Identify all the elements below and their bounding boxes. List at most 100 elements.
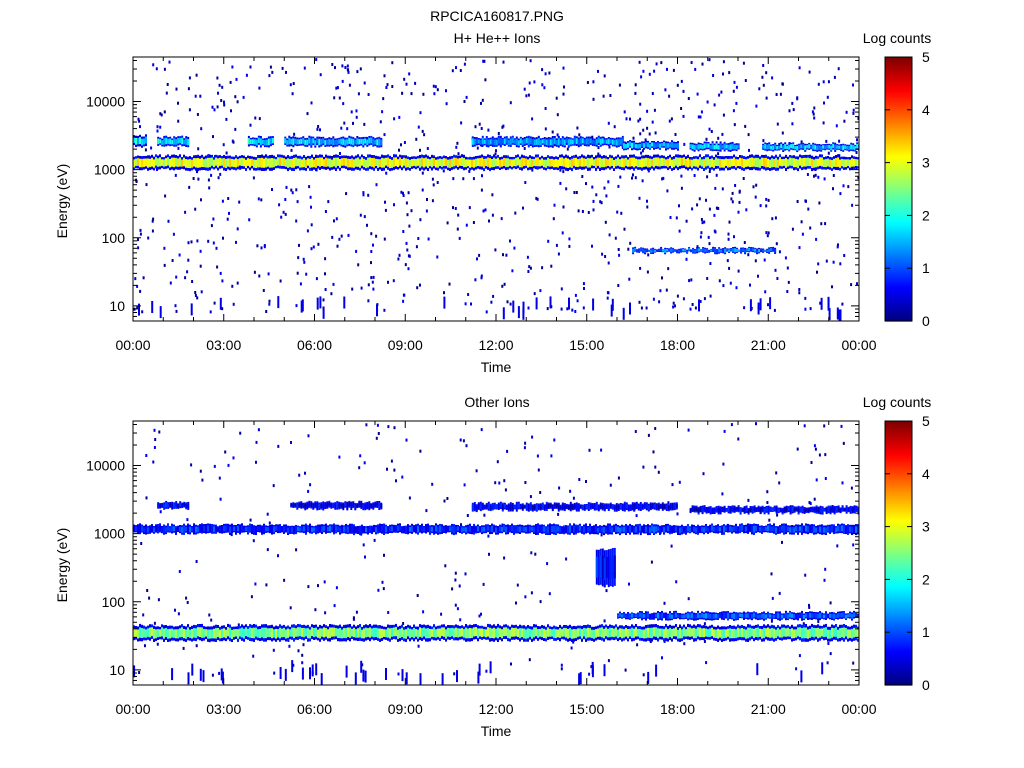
noise-pixel [774,268,777,272]
noise-pixel [539,289,542,293]
panel-title: Other Ions [464,394,529,410]
noise-pixel [703,297,706,301]
noise-pixel [436,181,439,184]
noise-pixel [617,248,620,251]
noise-pixel [340,234,343,238]
noise-pixel [647,169,650,173]
noise-pixel [551,130,554,134]
noise-pixel [245,73,248,77]
noise-pixel [234,95,237,99]
noise-pixel [659,289,662,293]
noise-pixel [653,69,656,73]
noise-pixel [614,236,617,240]
noise-pixel [289,606,292,610]
noise-spike [405,672,408,685]
noise-pixel [279,279,282,283]
noise-pixel [144,644,146,648]
noise-pixel [592,97,595,101]
noise-pixel [257,197,260,201]
noise-pixel [216,76,219,80]
noise-pixel [500,217,503,221]
noise-pixel [177,119,180,123]
noise-pixel [284,212,287,216]
noise-pixel [171,259,174,262]
noise-pixel [343,121,346,125]
spectral-band [632,246,777,255]
noise-pixel [419,218,422,222]
noise-pixel [712,74,715,77]
noise-pixel [370,250,373,253]
noise-pixel [509,101,512,105]
noise-pixel [665,288,668,292]
noise-pixel [843,254,846,257]
noise-pixel [808,603,810,607]
noise-pixel [827,151,830,155]
noise-pixel [219,271,222,275]
noise-pixel [147,236,150,240]
noise-pixel [765,204,768,208]
noise-pixel [194,207,197,211]
noise-pixel [260,246,263,250]
noise-pixel [560,667,563,671]
noise-pixel [314,608,317,612]
noise-pixel [602,94,605,98]
noise-pixel [497,132,500,135]
noise-pixel [530,591,533,595]
noise-spike [309,667,311,680]
noise-pixel [225,117,228,121]
noise-pixel [528,265,531,269]
noise-pixel [169,281,172,285]
noise-pixel [165,91,168,95]
noise-pixel [168,60,171,64]
noise-pixel [254,116,257,120]
noise-pixel [646,109,649,113]
noise-pixel [364,555,366,559]
noise-spike [376,304,378,317]
noise-pixel [462,177,465,181]
noise-pixel [304,471,306,475]
colorbar-label: Log counts [863,394,932,410]
noise-pixel [855,151,858,154]
noise-pixel [653,108,656,112]
noise-pixel [578,478,581,481]
noise-pixel [727,237,730,241]
noise-pixel [524,481,527,484]
noise-pixel [199,94,202,98]
noise-pixel [809,226,812,230]
y-tick-label: 100 [102,594,126,610]
noise-pixel [200,127,203,131]
noise-pixel [562,66,565,70]
noise-pixel [167,219,170,223]
noise-pixel [685,219,688,223]
noise-spike [655,664,658,677]
colorbar-tick-label: 2 [922,571,930,587]
noise-pixel [382,587,385,591]
noise-pixel [516,583,519,587]
noise-pixel [478,253,481,257]
noise-pixel [273,671,276,675]
noise-pixel [813,444,816,448]
noise-spike [138,303,140,316]
noise-pixel [228,211,230,215]
noise-pixel [804,296,807,300]
noise-pixel [480,274,483,278]
noise-pixel [219,172,222,176]
noise-pixel [640,306,643,310]
noise-pixel [458,584,461,588]
noise-spike [291,660,294,673]
noise-pixel [788,109,791,113]
noise-pixel [535,196,538,200]
noise-pixel [682,89,685,93]
noise-pixel [639,132,642,136]
noise-pixel [713,213,716,217]
noise-pixel [755,422,757,426]
noise-pixel [765,197,768,201]
noise-spike [187,672,190,685]
noise-pixel [703,622,706,626]
noise-pixel [154,438,157,441]
noise-pixel [367,93,370,96]
x-tick-label: 15:00 [569,701,604,717]
noise-pixel [392,279,395,283]
noise-pixel [397,257,400,261]
noise-spike [611,298,614,311]
